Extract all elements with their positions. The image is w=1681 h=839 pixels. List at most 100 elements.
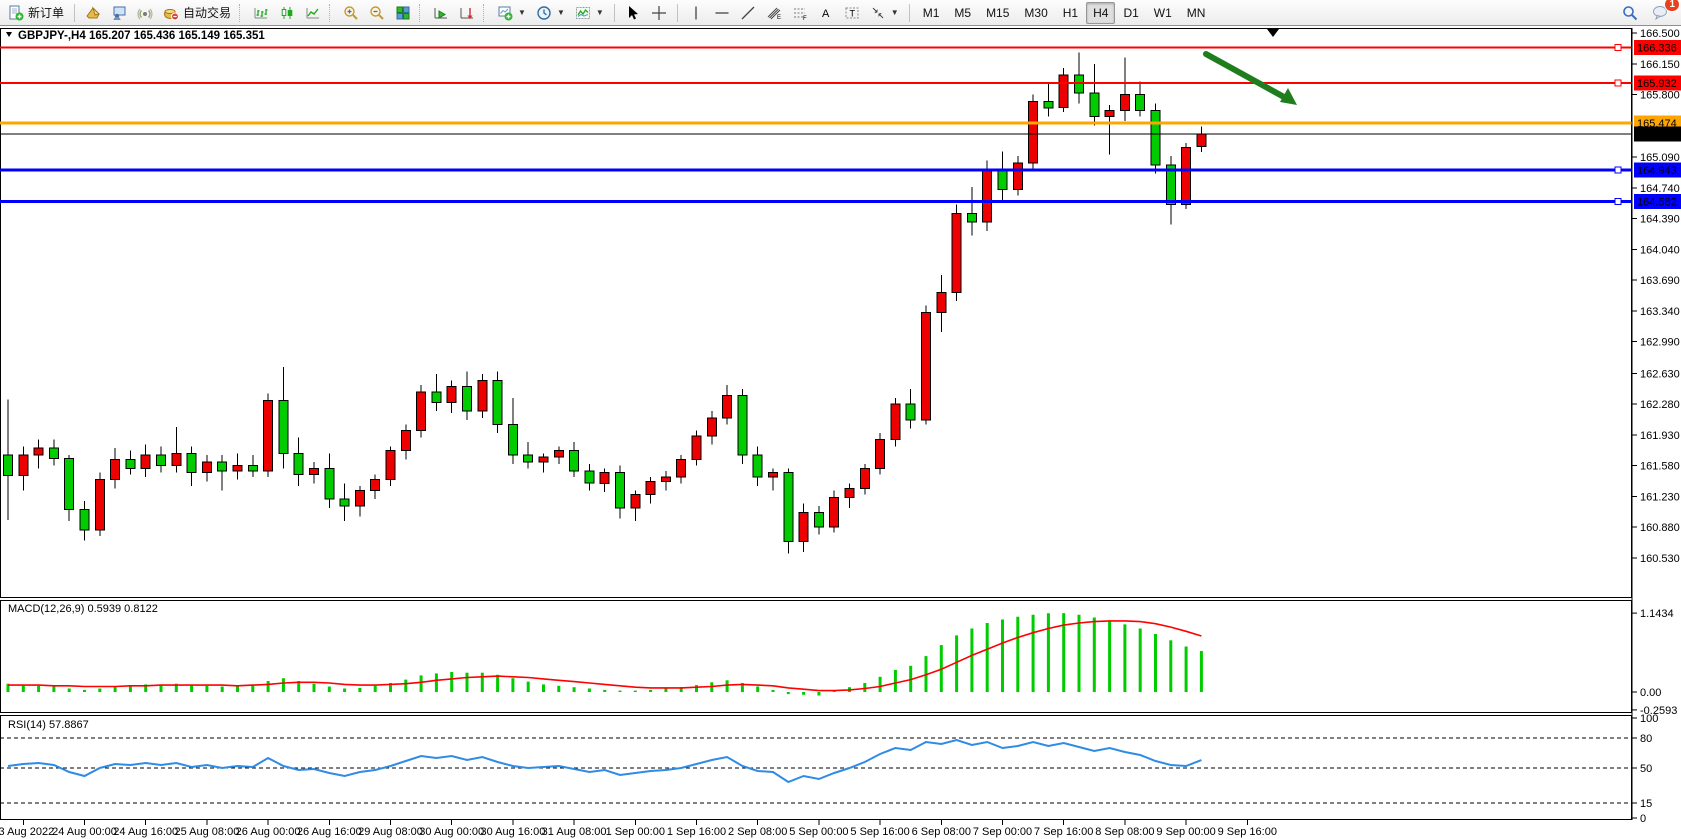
horizontal-line-tool-button[interactable] — [710, 2, 734, 24]
chart-shift-icon — [460, 7, 474, 19]
horizontal-line-icon — [715, 11, 729, 14]
svg-text:1 Sep 16:00: 1 Sep 16:00 — [667, 826, 726, 838]
svg-text:26 Aug 16:00: 26 Aug 16:00 — [297, 826, 362, 838]
new-order-button[interactable]: 新订单 — [4, 2, 68, 24]
svg-text:164.582: 164.582 — [1637, 197, 1677, 209]
bar-chart-mode-button[interactable] — [249, 2, 273, 24]
svg-text:160.530: 160.530 — [1640, 553, 1680, 565]
dropdown-caret-icon: ▼ — [595, 8, 604, 17]
svg-text:6 Sep 08:00: 6 Sep 08:00 — [912, 826, 971, 838]
vertical-line-tool-button[interactable] — [684, 2, 708, 24]
text-label-tool-button[interactable]: T — [840, 2, 864, 24]
new-chart-icon — [498, 6, 513, 20]
shapes-tool-button[interactable]: ▼ — [866, 2, 903, 24]
chart-shift-button[interactable] — [455, 2, 479, 24]
svg-text:165.090: 165.090 — [1640, 152, 1680, 164]
signals-button[interactable] — [133, 2, 157, 24]
notification-count-badge[interactable]: 1 — [1664, 0, 1680, 12]
new-chart-button[interactable]: ▼ — [493, 2, 530, 24]
svg-text:26 Aug 00:00: 26 Aug 00:00 — [236, 826, 301, 838]
profiles-icon — [113, 6, 126, 20]
toolbar-separator — [676, 3, 678, 22]
level-lines[interactable] — [0, 43, 1632, 206]
cursor-tool-button[interactable] — [621, 2, 645, 24]
crosshair-tool-button[interactable] — [647, 2, 671, 24]
timeframe-button-M5[interactable]: M5 — [947, 2, 978, 24]
fibonacci-tool-button[interactable]: F — [788, 2, 812, 24]
svg-text:5 Sep 16:00: 5 Sep 16:00 — [850, 826, 909, 838]
svg-text:MACD(12,26,9) 0.5939 0.8122: MACD(12,26,9) 0.5939 0.8122 — [8, 603, 158, 615]
trend-arrow-annotation[interactable] — [1203, 51, 1297, 105]
candlestick-mode-button[interactable] — [275, 2, 299, 24]
svg-text:1 Sep 00:00: 1 Sep 00:00 — [606, 826, 665, 838]
toolbar-separator — [613, 3, 615, 22]
search-button[interactable] — [1618, 2, 1642, 24]
tile-windows-button[interactable] — [391, 2, 415, 24]
dropdown-caret-icon: ▼ — [556, 8, 565, 17]
line-chart-mode-button[interactable] — [301, 2, 325, 24]
trendline-icon — [741, 6, 755, 19]
svg-text:0.00: 0.00 — [1640, 687, 1661, 699]
timeframe-button-H4[interactable]: H4 — [1086, 1, 1116, 24]
toolbar-separator — [908, 3, 910, 22]
dropdown-caret-icon: ▼ — [518, 8, 526, 17]
timeframe-button-M15[interactable]: M15 — [979, 2, 1016, 24]
svg-text:7 Sep 00:00: 7 Sep 00:00 — [973, 826, 1032, 838]
tile-windows-icon — [396, 6, 410, 19]
svg-text:29 Aug 08:00: 29 Aug 08:00 — [358, 826, 423, 838]
auto-scroll-button[interactable] — [429, 2, 453, 24]
svg-text:161.580: 161.580 — [1640, 461, 1680, 473]
timeframe-button-D1[interactable]: D1 — [1116, 2, 1145, 24]
profiles-button[interactable] — [107, 2, 131, 24]
svg-text:162.630: 162.630 — [1640, 368, 1680, 380]
candles-layer — [3, 52, 1207, 554]
timeframe-group: M1 M5 M15 M30 H1 H4 D1 W1 MN — [916, 1, 1213, 24]
zoom-in-button[interactable] — [339, 2, 363, 24]
notifications-button[interactable] — [1648, 1, 1673, 23]
crosshair-icon — [651, 5, 666, 20]
svg-text:2 Sep 08:00: 2 Sep 08:00 — [728, 826, 787, 838]
chart-title: GBPJPY-,H4 165.207 165.436 165.149 165.3… — [6, 29, 1279, 42]
toolbar-grip — [239, 3, 245, 22]
signals-icon — [137, 8, 153, 19]
toolbar-grip — [329, 3, 335, 22]
svg-text:24 Aug 16:00: 24 Aug 16:00 — [113, 826, 178, 838]
zoom-in-icon — [344, 5, 358, 20]
svg-text:80: 80 — [1640, 733, 1652, 745]
svg-text:8 Sep 08:00: 8 Sep 08:00 — [1095, 826, 1154, 838]
timeframe-button-M30[interactable]: M30 — [1017, 2, 1054, 24]
svg-text:161.930: 161.930 — [1640, 430, 1680, 442]
svg-text:164.740: 164.740 — [1640, 183, 1680, 195]
rsi-panel: 100 80 50 15 0 RSI(14) 57.8867 — [0, 713, 1658, 825]
trendline-tool-button[interactable] — [736, 2, 760, 24]
timeframe-button-MN[interactable]: MN — [1180, 2, 1213, 24]
svg-text:166.500: 166.500 — [1640, 28, 1680, 40]
indicators-button[interactable]: ▼ — [571, 2, 608, 24]
svg-text:162.990: 162.990 — [1640, 337, 1680, 349]
toolbar-grip — [419, 3, 425, 22]
bar-chart-icon — [254, 7, 268, 18]
text-tool-button[interactable]: A — [814, 2, 838, 24]
svg-text:162.280: 162.280 — [1640, 399, 1680, 411]
svg-text:23 Aug 2022: 23 Aug 2022 — [0, 826, 54, 838]
svg-text:164.943: 164.943 — [1637, 165, 1677, 177]
svg-text:100: 100 — [1640, 713, 1658, 725]
indicators-icon — [575, 6, 590, 19]
svg-text:165.932: 165.932 — [1637, 78, 1677, 90]
timeframe-button-M1[interactable]: M1 — [916, 2, 947, 24]
auto-trading-button[interactable]: 自动交易 — [159, 2, 235, 24]
periods-button[interactable]: ▼ — [532, 2, 569, 24]
line-chart-icon — [306, 7, 320, 18]
equidistant-channel-tool-button[interactable]: E — [762, 2, 786, 24]
timeframe-button-H1[interactable]: H1 — [1056, 2, 1085, 24]
new-order-label: 新订单 — [28, 6, 65, 20]
timeframe-button-W1[interactable]: W1 — [1147, 2, 1179, 24]
zoom-out-button[interactable] — [365, 2, 389, 24]
svg-text:-0.2593: -0.2593 — [1640, 705, 1677, 717]
price-axis[interactable]: 166.500 166.150 165.800 165.090 164.740 164.3… — [1631, 28, 1681, 820]
market-watch-button[interactable] — [81, 2, 105, 24]
toolbar: 新订单 自动交易 — [0, 0, 1681, 26]
svg-text:164.390: 164.390 — [1640, 214, 1680, 226]
